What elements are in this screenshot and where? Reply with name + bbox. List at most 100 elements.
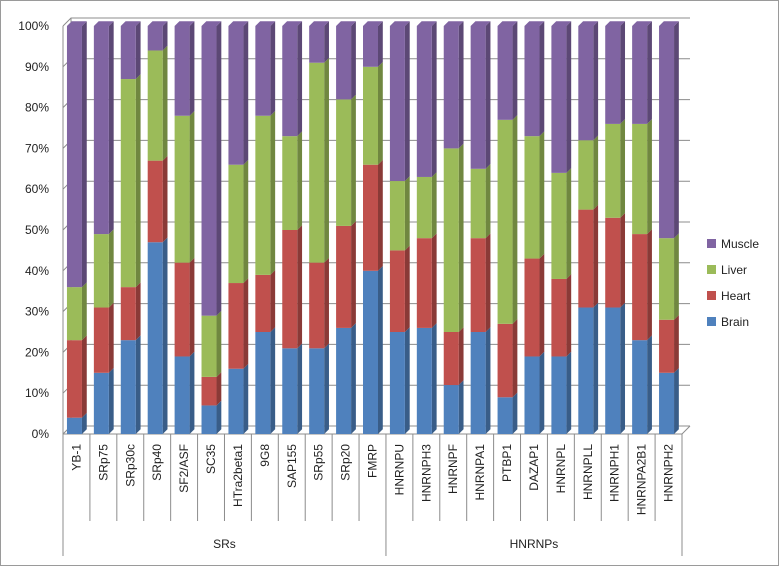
bar-heart-dazap1-side xyxy=(539,253,545,357)
bar-top-srp20 xyxy=(336,21,356,26)
bar-brain-hnrnpll-front xyxy=(578,307,594,434)
bar-heart-sap155 xyxy=(282,225,303,349)
bar-liver-dazap1-front xyxy=(524,136,540,259)
bar-heart-hnrnpll-front xyxy=(578,209,594,308)
bar-brain-srp40-side xyxy=(162,237,168,434)
y-tick-label: 50% xyxy=(25,223,49,237)
bar-brain-hnrnpl xyxy=(551,351,572,434)
bar-top-fmrp xyxy=(363,21,383,26)
bar-brain-sap155-side xyxy=(297,343,303,434)
bar-muscle-yb-1-front xyxy=(66,26,82,288)
bar-heart-srp30c-front xyxy=(120,287,136,341)
bar-liver-hnrnph2-front xyxy=(659,238,675,320)
bar-brain-hnrnph3-front xyxy=(416,327,432,434)
bar-brain-hnrnph2-front xyxy=(659,372,675,434)
bar-brain-srp30c xyxy=(120,335,141,434)
bar-brain-ptbp1-front xyxy=(497,397,513,434)
bar-brain-fmrp-front xyxy=(363,270,378,434)
bar-brain-hnrnph1-front xyxy=(605,307,621,434)
bar-brain-hnrnpa1-side xyxy=(485,327,491,434)
bar-heart-hnrnph1-side xyxy=(620,212,626,308)
bar-brain-dazap1-side xyxy=(539,351,545,434)
bar-liver-sap155 xyxy=(282,131,303,230)
legend: Muscle Liver Heart Brain xyxy=(707,237,759,329)
group-label-srs: SRs xyxy=(213,537,236,551)
x-tick-label-hnrnpl: HNRNPL xyxy=(554,444,568,494)
bar-liver-hnrnph2-side xyxy=(674,233,679,320)
bar-heart-sc35-side xyxy=(216,372,222,406)
bar-liver-hnrnpf-side xyxy=(458,143,464,332)
bar-heart-ptbp1-front xyxy=(497,323,513,398)
legend-item-liver: Liver xyxy=(707,263,747,277)
bar-top-hnrnph1 xyxy=(605,21,626,26)
bar-top-hnrnph2 xyxy=(659,21,679,26)
label-layer: 0% 10% 20% 30% 40% 50% 60% 70% 80% 90% 100% YB-1 SRp… xyxy=(18,19,675,551)
bar-liver-hnrnpa2b1-front xyxy=(632,123,648,235)
bar-muscle-ptbp1-front xyxy=(497,26,513,120)
x-tick-label-hnrnph3: HNRNPH3 xyxy=(419,444,433,502)
bar-brain-9g8 xyxy=(255,327,276,434)
bar-brain-sf2-asf-front xyxy=(174,356,190,434)
bar-brain-sap155 xyxy=(282,343,303,434)
bar-muscle-srp75 xyxy=(93,21,114,235)
bar-muscle-ptbp1-side xyxy=(512,21,518,120)
bar-muscle-dazap1-front xyxy=(524,26,540,137)
x-tick-label-hnrnph2: HNRNPH2 xyxy=(662,444,676,502)
bar-top-hnrnpll xyxy=(578,21,599,26)
bar-muscle-sc35-side xyxy=(216,21,222,316)
x-tick-label-dazap1: DAZAP1 xyxy=(527,444,541,491)
bar-muscle-hnrnpf-front xyxy=(443,26,459,149)
bar-muscle-sc35-front xyxy=(201,26,217,316)
bar-liver-hnrnpf-front xyxy=(443,148,459,332)
x-tick-label-yb-1: YB-1 xyxy=(69,444,83,471)
bar-top-srp40 xyxy=(147,21,168,26)
bar-muscle-hnrnpa1-side xyxy=(485,21,491,169)
bar-brain-hnrnph3-side xyxy=(431,323,437,434)
x-tick-label-ptbp1: PTBP1 xyxy=(500,444,514,482)
y-tick-label: 40% xyxy=(25,264,49,278)
bar-muscle-hnrnpa2b1-side xyxy=(647,21,652,124)
bar-brain-hnrnpa1 xyxy=(470,327,491,434)
bar-heart-srp55-front xyxy=(309,262,325,349)
bar-brain-hnrnpa2b1-side xyxy=(647,335,652,434)
bar-heart-fmrp xyxy=(363,159,383,271)
bar-brain-hnrnpu-front xyxy=(389,332,405,434)
bar-muscle-hnrnpa2b1-front xyxy=(632,26,648,124)
bar-muscle-hnrnpll-side xyxy=(593,21,599,141)
legend-swatch-liver xyxy=(707,265,716,274)
bar-brain-9g8-front xyxy=(255,332,271,434)
bar-brain-hnrnph3 xyxy=(416,323,437,434)
y-tick-label: 60% xyxy=(25,182,49,196)
group-label-hnrnps: HNRNPs xyxy=(510,537,559,551)
bar-brain-hnrnpll xyxy=(578,302,599,434)
bar-heart-hnrnpu-front xyxy=(389,250,405,332)
y-tick-label: 0% xyxy=(32,427,50,441)
bar-heart-sf2-asf-side xyxy=(189,257,195,357)
bar-muscle-srp55 xyxy=(309,21,329,63)
bar-brain-yb-1 xyxy=(66,412,87,434)
bar-liver-hnrnpl-side xyxy=(566,168,572,279)
bar-heart-sc35 xyxy=(201,372,222,406)
bar-top-srp55 xyxy=(309,21,329,26)
bar-brain-sf2-asf-side xyxy=(189,351,195,434)
bar-muscle-hnrnpll xyxy=(578,21,599,141)
bar-liver-hnrnpu-side xyxy=(404,176,410,251)
bar-muscle-hnrnph2-front xyxy=(659,26,675,239)
bar-top-sf2-asf xyxy=(174,21,195,26)
bar-heart-hnrnpf-front xyxy=(443,332,459,386)
bar-brain-hnrnph2-side xyxy=(674,368,679,434)
bar-muscle-hnrnpl-front xyxy=(551,26,567,173)
bar-brain-hnrnpf xyxy=(443,380,464,434)
bar-heart-hnrnpll xyxy=(578,204,599,308)
x-tick-label-sc35: SC35 xyxy=(204,444,218,474)
bar-heart-hnrnpf-side xyxy=(458,327,464,386)
x-tick-label-srp55: SRp55 xyxy=(312,444,326,481)
bar-muscle-fmrp-side xyxy=(378,21,383,67)
bar-muscle-srp40-side xyxy=(162,21,168,51)
x-tick-label-htra2beta1: HTra2beta1 xyxy=(231,444,245,507)
bar-muscle-hnrnph3 xyxy=(416,21,437,177)
bar-heart-htra2beta1 xyxy=(228,278,249,369)
x-tick-label-hnrnpa2b1: HNRNPA2B1 xyxy=(635,444,649,515)
bar-liver-ptbp1 xyxy=(497,115,518,324)
y-tick-label: 30% xyxy=(25,305,49,319)
